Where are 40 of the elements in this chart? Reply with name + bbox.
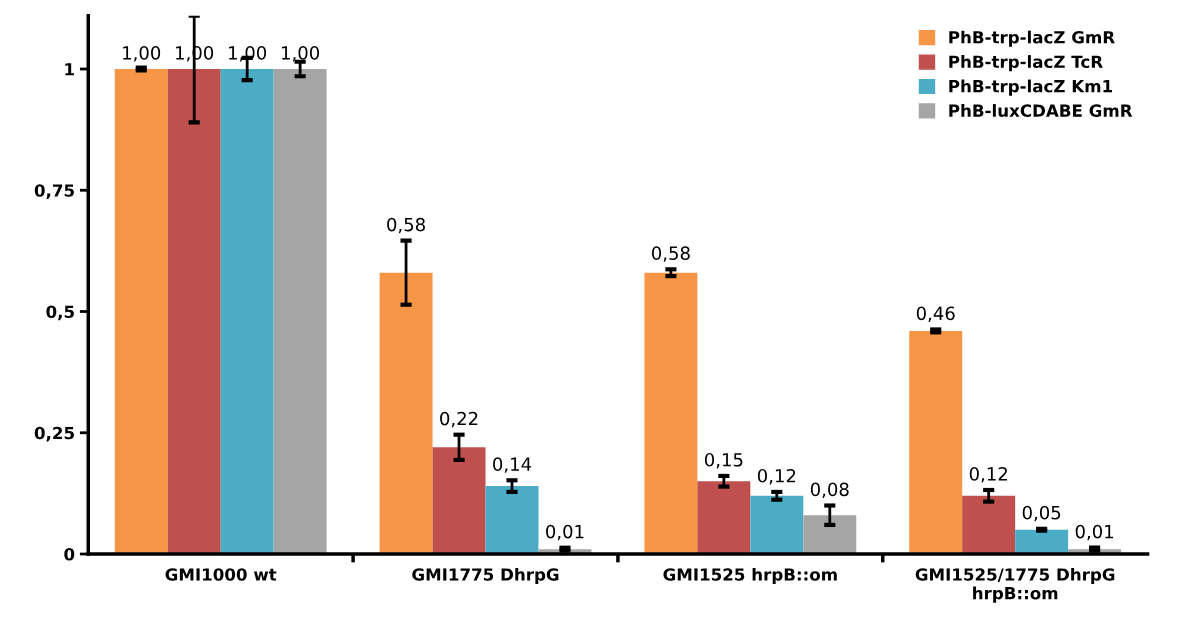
legend-label: PhB-trp-lacZ TcR: [949, 55, 1103, 72]
data-label: 0,14: [493, 457, 532, 473]
bar: [379, 272, 433, 555]
data-label: 0,01: [1075, 524, 1114, 541]
bar: [273, 69, 327, 555]
data-label: 0,12: [969, 467, 1007, 483]
x-tick-label: GMI1525/1775 DhrpG hrpB::om: [915, 567, 1115, 603]
y-tick-label: 0,25: [34, 426, 74, 442]
data-label: 0,58: [387, 217, 425, 234]
bar: [167, 69, 221, 555]
bar: [697, 481, 751, 555]
data-label: 1,00: [282, 46, 320, 62]
bar: [485, 486, 539, 555]
bar: [644, 272, 698, 555]
data-label: 1,00: [123, 46, 161, 62]
bar: [432, 447, 486, 555]
legend-label: PhB-trp-lacZ GmR: [949, 30, 1115, 47]
data-label: 0,58: [651, 246, 690, 262]
y-tick-label: 0,75: [34, 184, 74, 199]
data-label: 0,05: [1022, 505, 1061, 522]
x-tick-label: GMI1000 wt: [165, 568, 277, 581]
bar: [750, 495, 804, 555]
bar: [909, 330, 963, 555]
bar: [962, 495, 1016, 555]
data-label: 0,46: [916, 306, 955, 322]
data-label: 0,15: [704, 452, 743, 469]
data-label: 0,01: [546, 524, 584, 541]
y-tick-label: 0: [64, 547, 75, 561]
bar: [114, 69, 168, 555]
y-tick-label: 0,5: [46, 305, 74, 321]
bar: [220, 69, 274, 555]
x-tick-label: GMI1525 hrpB::om: [663, 567, 837, 585]
data-label: 0,22: [440, 411, 478, 428]
x-tick-label: GMI1775 DhrpG: [412, 567, 559, 585]
data-label: 0,12: [757, 468, 796, 485]
data-label: 0,08: [810, 482, 849, 499]
legend-label: PhB-trp-lacZ Km1: [949, 79, 1112, 96]
bar: [803, 515, 857, 555]
y-tick-label: 1: [65, 63, 74, 76]
legend-label: PhB-luxCDABE GmR: [949, 104, 1133, 117]
